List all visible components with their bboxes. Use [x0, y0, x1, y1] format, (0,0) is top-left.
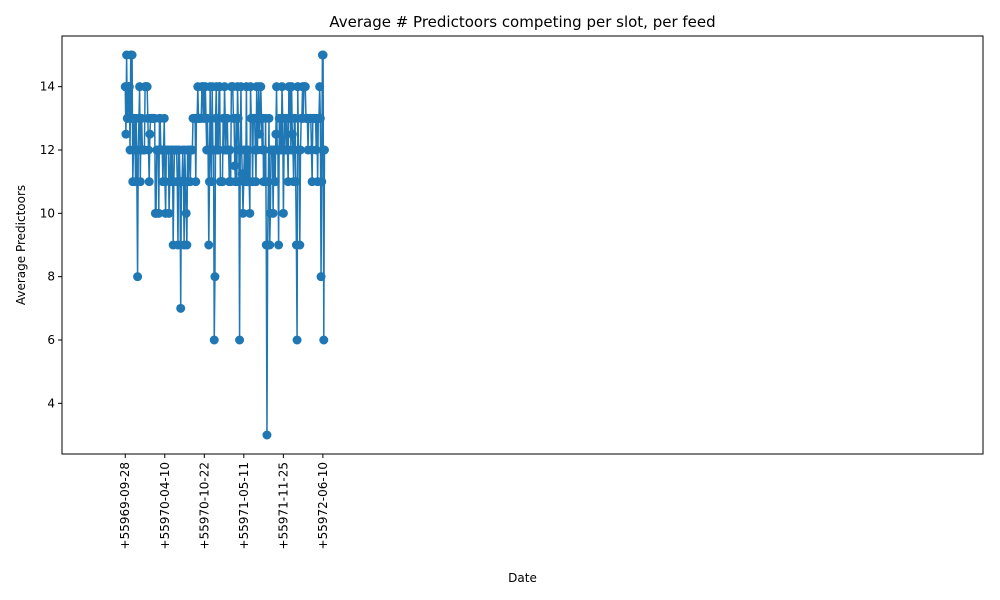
data-point [274, 240, 284, 250]
data-point [222, 113, 232, 123]
data-point [159, 113, 169, 123]
data-point [127, 50, 137, 60]
data-point [315, 113, 325, 123]
data-point [315, 82, 325, 92]
y-tick-label: 14 [40, 80, 55, 94]
data-point [233, 113, 243, 123]
y-tick-label: 10 [40, 206, 55, 220]
data-point [220, 82, 230, 92]
x-tick-label: +55972-06-10 [316, 462, 330, 549]
data-point [133, 272, 143, 282]
data-point [319, 335, 329, 345]
data-point [243, 145, 253, 155]
data-point [316, 272, 326, 282]
data-point [209, 335, 219, 345]
x-tick-label: +55970-04-10 [158, 462, 172, 549]
data-point [225, 145, 235, 155]
data-point [277, 82, 287, 92]
data-point [318, 50, 328, 60]
data-point [173, 240, 183, 250]
x-tick-label: +55971-11-25 [276, 462, 290, 549]
data-point [287, 129, 297, 139]
data-point [207, 177, 217, 187]
series-layer [120, 50, 329, 440]
data-point [137, 113, 147, 123]
data-point [296, 145, 305, 155]
data-point [124, 82, 134, 92]
data-point [292, 335, 302, 345]
data-point [246, 82, 256, 92]
data-point [204, 240, 214, 250]
data-point [262, 430, 272, 440]
data-point [245, 208, 255, 218]
y-axis-label: Average Predictoors [14, 185, 28, 305]
data-point [287, 82, 297, 92]
data-point [263, 177, 273, 187]
data-point [135, 177, 145, 187]
data-point [291, 177, 301, 187]
data-point [295, 240, 305, 250]
data-point [238, 208, 248, 218]
x-tick-label: +55971-05-11 [237, 462, 251, 549]
data-point [265, 240, 275, 250]
x-tick-label: +55970-10-22 [197, 462, 211, 549]
data-point [144, 145, 154, 155]
data-point [290, 113, 300, 123]
data-point [121, 129, 131, 139]
data-point [268, 208, 278, 218]
x-axis: +55969-09-28 +55970-04-10 +55970-10-22 +559… [118, 454, 330, 549]
data-point [278, 208, 288, 218]
chart-title: Average # Predictoors competing per slot… [329, 13, 715, 31]
data-point [259, 145, 269, 155]
data-point [271, 129, 281, 139]
data-point [217, 177, 227, 187]
x-axis-label: Date [508, 571, 537, 585]
data-point [319, 145, 329, 155]
data-point [182, 240, 192, 250]
y-tick-label: 6 [47, 333, 55, 347]
data-point [176, 303, 186, 313]
data-point [230, 161, 240, 171]
data-point [164, 208, 174, 218]
data-point [317, 177, 327, 187]
data-point [237, 169, 247, 179]
y-tick-label: 4 [47, 396, 55, 410]
data-point [187, 145, 197, 155]
data-point [142, 82, 152, 92]
data-point [251, 177, 261, 187]
data-point [235, 335, 245, 345]
data-point [300, 82, 310, 92]
data-point [256, 82, 266, 92]
data-point [154, 208, 164, 218]
x-tick-label: +55969-09-28 [118, 462, 132, 549]
data-point [191, 177, 201, 187]
data-point [270, 177, 280, 187]
data-point [144, 177, 154, 187]
data-point [145, 129, 155, 139]
data-point [264, 113, 274, 123]
y-tick-label: 8 [47, 270, 55, 284]
data-point [254, 129, 264, 139]
data-point [181, 208, 191, 218]
data-point [202, 113, 212, 123]
plot-frame [61, 35, 984, 455]
data-point [311, 145, 321, 155]
data-point [210, 272, 220, 282]
y-axis: 4 6 8 10 12 14 [40, 80, 62, 410]
y-tick-label: 12 [40, 143, 55, 157]
data-point [232, 177, 242, 187]
